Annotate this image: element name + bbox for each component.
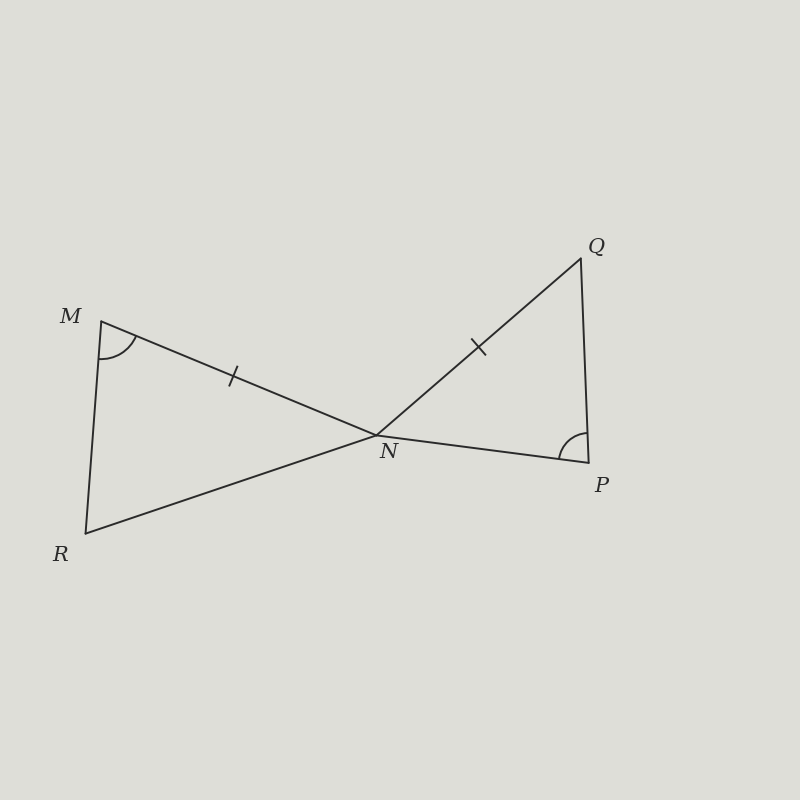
Text: R: R xyxy=(53,546,68,565)
Text: Q: Q xyxy=(588,238,605,257)
Text: N: N xyxy=(380,443,398,462)
Text: P: P xyxy=(594,477,608,496)
Text: M: M xyxy=(59,308,81,327)
